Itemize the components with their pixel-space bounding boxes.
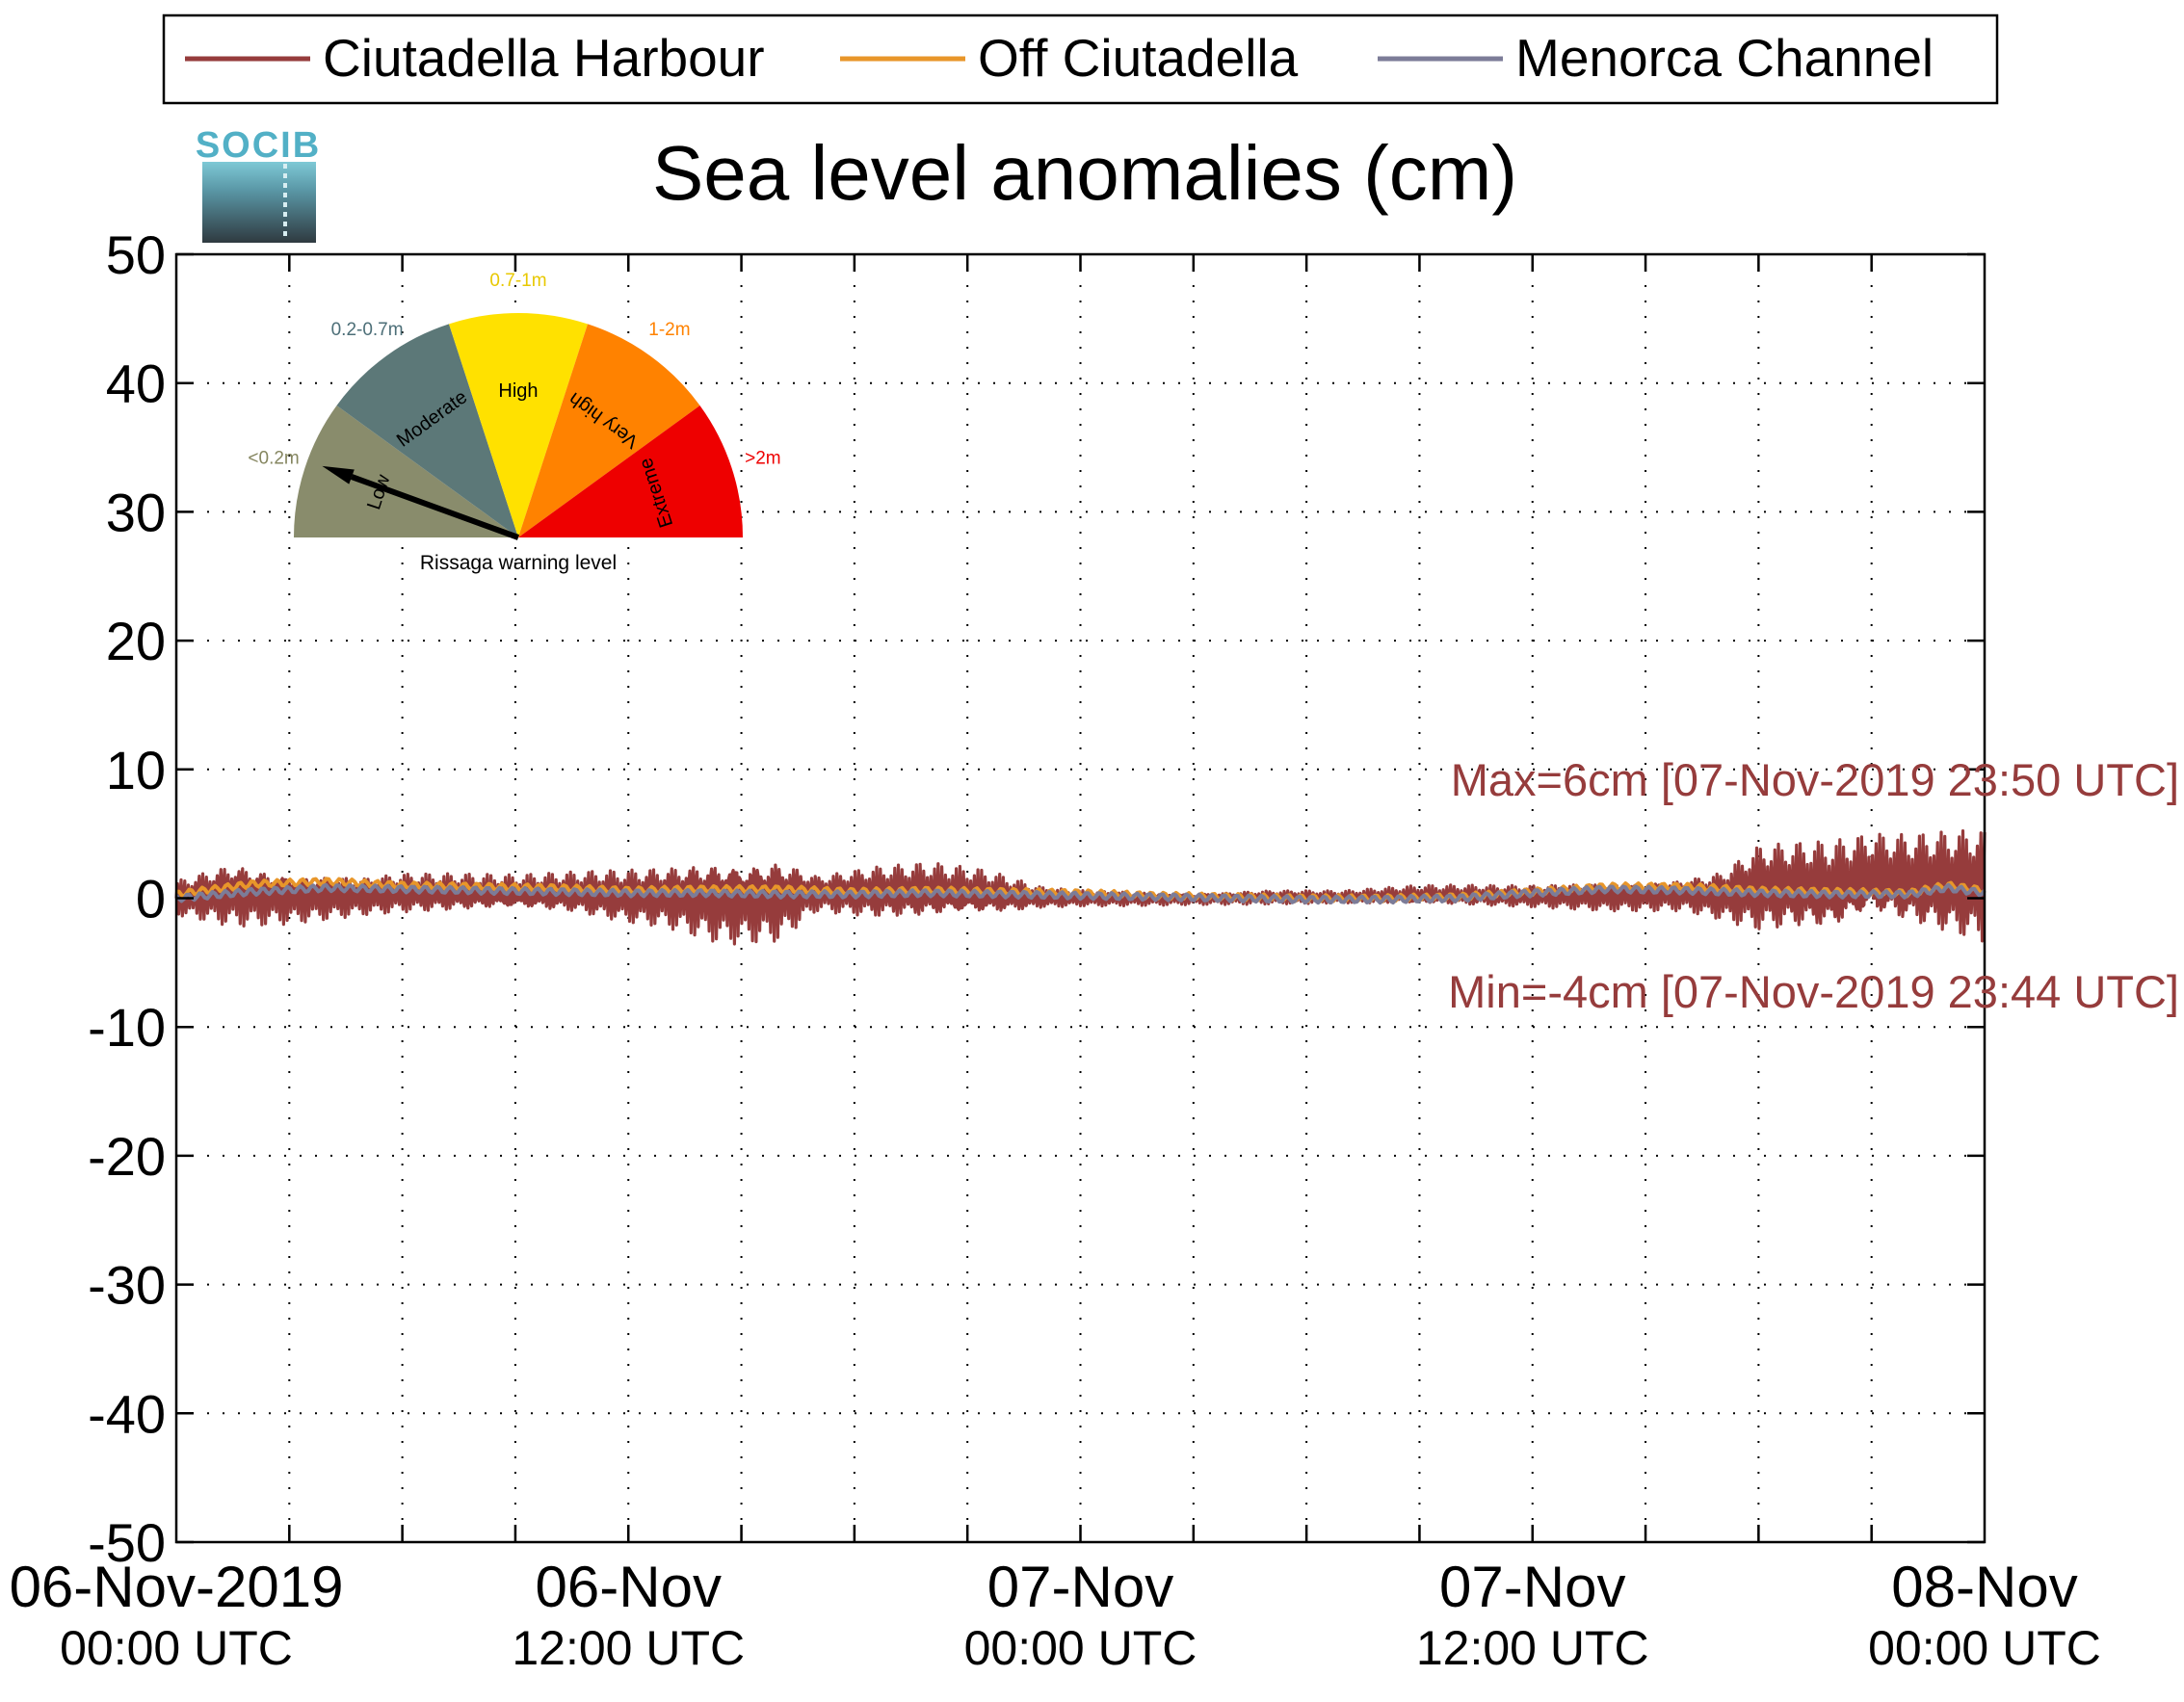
legend-item-off-ciutadella: Off Ciutadella — [840, 28, 1299, 88]
gauge-range-label: 0.7-1m — [489, 271, 546, 291]
socib-logo: SOCIB — [196, 125, 321, 243]
gauge-range-label: <0.2m — [248, 449, 299, 469]
gauge-needle-arrowhead — [322, 465, 355, 484]
gauge-title: Rissaga warning level — [420, 552, 617, 574]
legend-label-ciutadella-harbour: Ciutadella Harbour — [323, 28, 765, 88]
y-tick-label: -30 — [88, 1255, 166, 1316]
y-tick-label: -20 — [88, 1126, 166, 1187]
gauge-level-label: High — [498, 380, 538, 402]
socib-logo-text: SOCIB — [196, 125, 321, 166]
legend: Ciutadella Harbour Off Ciutadella Menorc… — [162, 13, 1999, 105]
legend-item-menorca-channel: Menorca Channel — [1378, 28, 1934, 88]
y-tick-label: -50 — [88, 1512, 166, 1573]
y-tick-label: 50 — [106, 224, 166, 285]
y-tick-label: -10 — [88, 997, 166, 1058]
y-tick-label: 30 — [106, 482, 166, 542]
y-tick-label: 40 — [106, 353, 166, 414]
max-annotation: Max=6cm [07-Nov-2019 23:50 UTC] — [1451, 754, 2179, 805]
x-tick-time-label: 00:00 UTC — [964, 1621, 1197, 1675]
legend-item-ciutadella-harbour: Ciutadella Harbour — [185, 28, 765, 88]
x-tick-date-label: 07-Nov — [1439, 1555, 1625, 1619]
x-tick-time-label: 00:00 UTC — [60, 1621, 293, 1675]
gauge-range-label: >2m — [745, 449, 781, 469]
socib-logo-water — [202, 162, 316, 243]
legend-label-off-ciutadella: Off Ciutadella — [978, 28, 1299, 88]
axis-ticks — [176, 252, 1985, 1544]
y-tick-label: 10 — [106, 740, 166, 800]
x-tick-date-label: 07-Nov — [987, 1555, 1173, 1619]
gauge-sector-high — [449, 312, 588, 537]
gauge-sector-moderate — [336, 324, 518, 537]
series-group — [174, 828, 1987, 946]
series-line-menorca-channel — [174, 882, 1987, 905]
gauge-range-label: 1-2m — [648, 320, 690, 340]
x-tick-time-label: 12:00 UTC — [1416, 1621, 1649, 1675]
y-tick-label: 20 — [106, 611, 166, 671]
x-tick-date-label: 06-Nov-2019 — [10, 1555, 344, 1619]
gauge-sector-very-high — [518, 324, 700, 537]
legend-label-menorca-channel: Menorca Channel — [1515, 28, 1934, 88]
gauge-needle — [350, 474, 520, 540]
y-tick-label: 0 — [136, 869, 166, 930]
gauge-sector-extreme — [518, 406, 743, 537]
series-line-ciutadella-harbour — [174, 828, 1987, 946]
min-annotation: Min=-4cm [07-Nov-2019 23:44 UTC] — [1448, 966, 2179, 1017]
y-axis-tick-labels: 50 40 30 20 10 0 -10 -20 -30 -40 -50 — [88, 224, 166, 1573]
chart-title: Sea level anomalies (cm) — [652, 130, 1517, 216]
x-tick-date-label: 08-Nov — [1891, 1555, 2077, 1619]
gauge-range-label: 0.2-0.7m — [331, 320, 404, 340]
gauge-sector-low — [294, 406, 518, 537]
legend-box — [162, 13, 1999, 105]
x-tick-date-label: 06-Nov — [536, 1555, 722, 1619]
x-tick-time-label: 00:00 UTC — [1868, 1621, 2101, 1675]
y-tick-label: -40 — [88, 1383, 166, 1444]
x-tick-time-label: 12:00 UTC — [512, 1621, 745, 1675]
